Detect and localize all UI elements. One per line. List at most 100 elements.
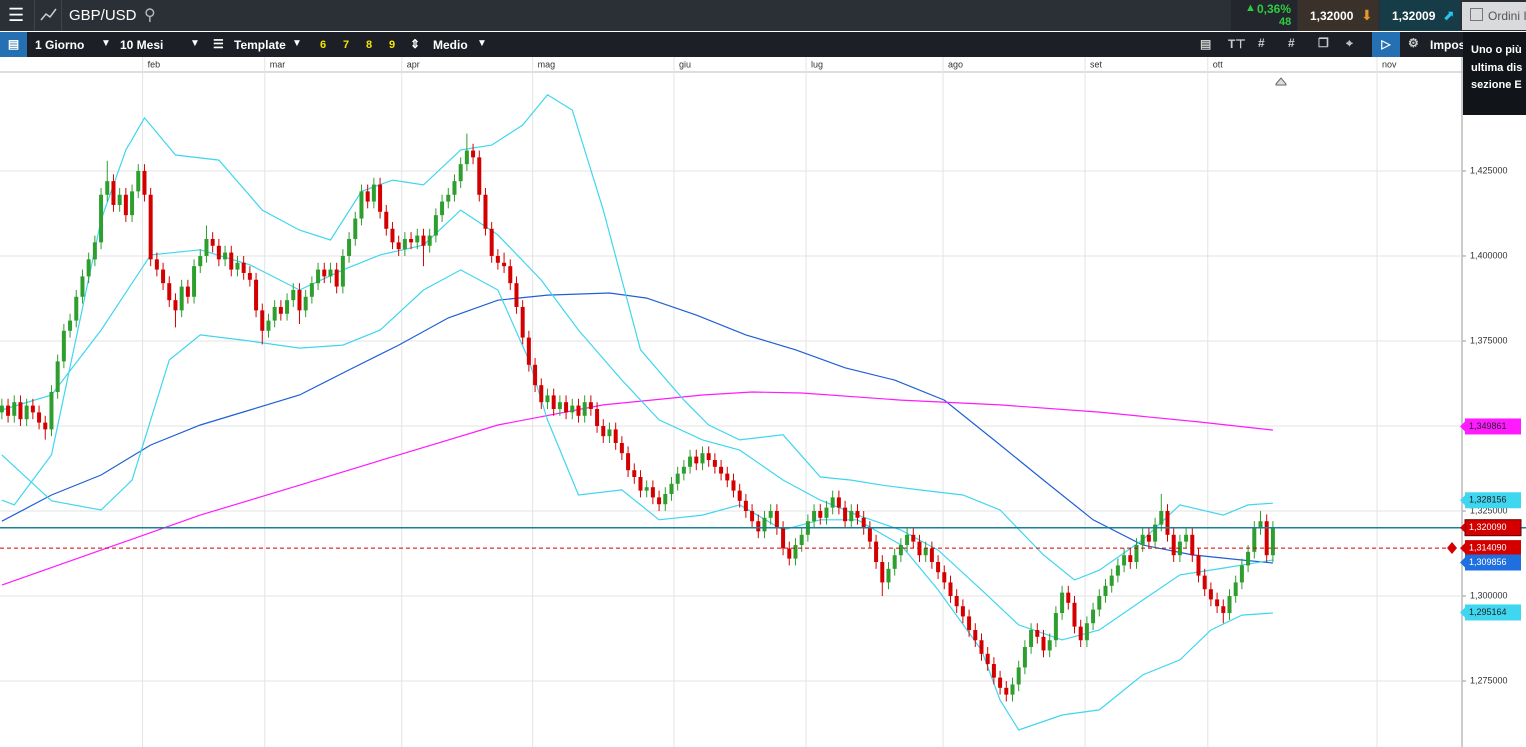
- indicator-line: [1, 391, 1273, 586]
- candle-body: [638, 477, 643, 491]
- search-icon[interactable]: ⚲: [144, 7, 156, 24]
- home-marker[interactable]: [1275, 77, 1287, 86]
- candle-body: [192, 266, 197, 297]
- candle-body: [24, 405, 29, 420]
- candle-body: [1022, 647, 1027, 668]
- y-tick-label: 1,300000: [1470, 590, 1508, 600]
- preset[interactable]: 7: [343, 39, 350, 51]
- tool-icon[interactable]: #: [1288, 36, 1295, 50]
- template[interactable]: Template: [234, 38, 286, 52]
- candle-body: [619, 442, 624, 454]
- chart-icon[interactable]: [34, 0, 62, 31]
- price-tag-label: 1,328156: [1469, 495, 1507, 505]
- candle-body: [960, 606, 965, 617]
- popup-line: sezione E: [1471, 79, 1522, 91]
- candle-body: [576, 405, 581, 416]
- candle-body: [1134, 545, 1139, 563]
- candle-body: [452, 181, 457, 195]
- candle-body: [929, 548, 934, 563]
- candle-body: [173, 300, 178, 311]
- list-icon[interactable]: ▤: [0, 32, 27, 57]
- ask-box[interactable]: 1,32009 ⬈: [1380, 0, 1460, 31]
- candle-body: [954, 596, 959, 607]
- candle-body: [61, 330, 66, 362]
- menu-icon[interactable]: ☰: [8, 5, 25, 25]
- settings[interactable]: Impos: [1430, 38, 1466, 52]
- candle-body: [1146, 534, 1151, 542]
- candle-body: [1084, 623, 1089, 641]
- period[interactable]: 1 Giorno: [35, 38, 85, 52]
- orders-box[interactable]: Ordini I: [1462, 2, 1526, 30]
- candle-body: [570, 405, 575, 413]
- candle-body: [1078, 626, 1083, 641]
- candle-body: [508, 266, 513, 284]
- candle-body: [694, 456, 699, 464]
- candle-body: [557, 402, 562, 409]
- bid-box[interactable]: 1,32000 ⬇: [1298, 0, 1378, 31]
- bid: 1,32000: [1310, 9, 1354, 23]
- tool-icon[interactable]: ▷: [1372, 32, 1400, 57]
- preset[interactable]: 8: [366, 39, 373, 51]
- x-tick-label: giu: [679, 59, 691, 69]
- price-tag-pointer: [1460, 557, 1465, 568]
- size-caret: ▼: [477, 38, 487, 49]
- size[interactable]: Medio: [433, 38, 468, 52]
- candle-body: [1122, 555, 1127, 566]
- candle-body: [1190, 534, 1195, 556]
- candle-body: [378, 184, 383, 212]
- range[interactable]: 10 Mesi: [120, 38, 164, 52]
- candle-body: [68, 320, 73, 331]
- candle-body: [167, 283, 172, 301]
- preset[interactable]: 6: [320, 39, 327, 51]
- candle-body: [725, 473, 730, 481]
- candle-body: [1016, 667, 1021, 685]
- checkbox[interactable]: [1470, 8, 1483, 21]
- symbol[interactable]: GBP/USD: [69, 7, 137, 24]
- tool-icon[interactable]: ⌖: [1346, 36, 1353, 50]
- candle-body: [402, 238, 407, 250]
- candle-body: [979, 640, 984, 654]
- candle-body: [105, 181, 110, 195]
- x-tick-label: set: [1090, 59, 1103, 69]
- candle-body: [781, 528, 786, 549]
- candle-body: [1171, 534, 1176, 556]
- candle-body: [347, 238, 352, 256]
- candle-body: [607, 429, 612, 437]
- candle-body: [136, 170, 141, 192]
- candle-body: [880, 562, 885, 583]
- candle-body: [297, 289, 302, 311]
- candle-body: [37, 412, 42, 423]
- candle-body: [0, 405, 4, 413]
- price-tag-pointer: [1460, 607, 1465, 618]
- candle-body: [148, 194, 153, 260]
- candle-body: [92, 242, 97, 260]
- tool-icon[interactable]: ▤: [1200, 37, 1212, 51]
- candle-body: [43, 422, 48, 430]
- tool-icon[interactable]: T⊤: [1228, 37, 1246, 51]
- price-tag: [1465, 540, 1521, 557]
- preset[interactable]: 9: [389, 39, 396, 51]
- candle-body: [601, 425, 606, 437]
- y-tick-label: 1,275000: [1470, 675, 1508, 685]
- candle-body: [353, 218, 358, 239]
- candle-body: [489, 228, 494, 256]
- change-count: 48: [1279, 16, 1292, 28]
- candle-body: [731, 480, 736, 491]
- order-marker[interactable]: [1447, 542, 1457, 554]
- candle-body: [1202, 575, 1207, 590]
- candle-body: [551, 395, 556, 409]
- candle-body: [923, 548, 928, 556]
- ask: 1,32009: [1392, 9, 1436, 23]
- tool-icon[interactable]: ❐: [1318, 36, 1329, 50]
- x-tick-label: nov: [1382, 59, 1397, 69]
- candle-body: [898, 545, 903, 556]
- candle-body: [285, 300, 290, 314]
- settings-icon[interactable]: ⚙: [1408, 36, 1419, 50]
- template-icon: ☰: [213, 37, 224, 51]
- candle-body: [874, 541, 879, 563]
- candle-body: [396, 242, 401, 250]
- toolbar: ▤ 1 Giorno ▼ 10 Mesi ▼ ☰ Template ▼ 6 7 …: [0, 32, 1526, 57]
- candle-body: [111, 181, 116, 205]
- tool-icon[interactable]: #: [1258, 36, 1265, 50]
- candle-body: [793, 545, 798, 559]
